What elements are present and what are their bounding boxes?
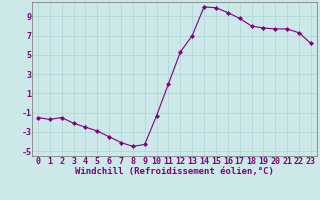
X-axis label: Windchill (Refroidissement éolien,°C): Windchill (Refroidissement éolien,°C) bbox=[75, 167, 274, 176]
